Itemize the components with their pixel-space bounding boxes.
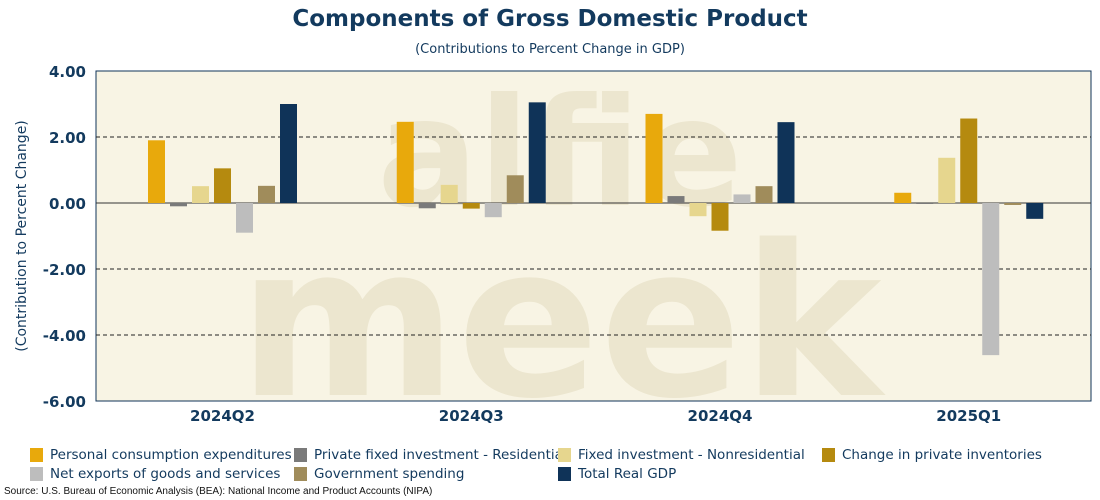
- legend-label: Net exports of goods and services: [50, 465, 281, 482]
- legend-label: Private fixed investment - Residential: [314, 446, 567, 463]
- x-tick-label: 2024Q3: [439, 407, 504, 425]
- bar: [1004, 203, 1022, 205]
- bar: [484, 203, 502, 218]
- plot-area: [95, 70, 1092, 402]
- bar: [755, 186, 773, 203]
- legend-label: Personal consumption expenditures: [50, 446, 292, 463]
- x-tick-label: 2024Q2: [190, 407, 255, 425]
- chart-title: Components of Gross Domestic Product: [292, 6, 808, 32]
- bar: [506, 175, 524, 203]
- legend-swatch: [558, 466, 571, 481]
- bar: [192, 186, 209, 203]
- bar: [214, 168, 231, 203]
- legend-swatch: [558, 447, 571, 462]
- legend-item: Government spending: [294, 465, 558, 482]
- y-axis-label: (Contribution to Percent Change): [14, 120, 30, 352]
- bar: [711, 203, 729, 231]
- bar: [440, 184, 458, 203]
- x-axis-ticks: 2024Q2 2024Q3 2024Q4 2025Q1: [190, 407, 1001, 425]
- y-tick-label: 2.00: [49, 129, 86, 147]
- legend-swatch: [294, 466, 307, 481]
- bar: [236, 203, 253, 233]
- source-note: Source: U.S. Bureau of Economic Analysis…: [4, 486, 433, 497]
- legend-item: Personal consumption expenditures: [30, 446, 294, 463]
- legend-item: Total Real GDP: [558, 465, 822, 482]
- bar: [733, 194, 751, 203]
- bar: [689, 203, 707, 217]
- bar: [667, 196, 685, 203]
- legend-label: Fixed investment - Nonresidential: [578, 446, 805, 463]
- y-tick-label: 4.00: [49, 63, 86, 81]
- bar: [916, 203, 934, 204]
- y-axis-ticks: 4.00 2.00 0.00 -2.00 -4.00 -6.00: [43, 63, 86, 411]
- y-tick-label: -6.00: [43, 393, 86, 411]
- legend-item: Net exports of goods and services: [30, 465, 294, 482]
- legend-label: Government spending: [314, 465, 465, 482]
- chart-subtitle: (Contributions to Percent Change in GDP): [415, 42, 685, 57]
- bar: [982, 203, 1000, 356]
- legend-swatch: [30, 466, 43, 481]
- legend-item: Private fixed investment - Residential: [294, 446, 567, 463]
- legend-label: Change in private inventories: [842, 446, 1042, 463]
- legend-swatch: [822, 447, 835, 462]
- svg-text:alfie: alfie: [377, 67, 743, 241]
- legend-label: Total Real GDP: [578, 465, 677, 482]
- legend-swatch: [294, 447, 307, 462]
- legend-item: Change in private inventories: [822, 446, 1086, 463]
- bar: [645, 113, 663, 203]
- bar: [462, 203, 480, 209]
- legend-item: Fixed investment - Nonresidential: [558, 446, 822, 463]
- watermark: alfie meek: [238, 67, 886, 445]
- legend: Personal consumption expenditures Private…: [30, 446, 1090, 482]
- svg-text:meek: meek: [238, 200, 886, 445]
- x-tick-label: 2025Q1: [936, 407, 1001, 425]
- bar: [170, 203, 187, 207]
- bar: [418, 203, 436, 209]
- y-tick-label: 0.00: [49, 195, 86, 213]
- bar: [777, 122, 795, 203]
- bar: [280, 104, 297, 203]
- bar: [938, 157, 956, 203]
- x-tick-label: 2024Q4: [688, 407, 753, 425]
- y-tick-label: -4.00: [43, 327, 86, 345]
- bar: [528, 102, 546, 203]
- bar: [960, 118, 978, 203]
- legend-swatch: [30, 447, 43, 462]
- bar: [894, 192, 912, 203]
- bar: [258, 185, 275, 203]
- bar: [396, 121, 414, 203]
- y-tick-label: -2.00: [43, 261, 86, 279]
- bar: [1026, 203, 1044, 219]
- bar: [148, 140, 165, 203]
- bars: [148, 102, 1044, 356]
